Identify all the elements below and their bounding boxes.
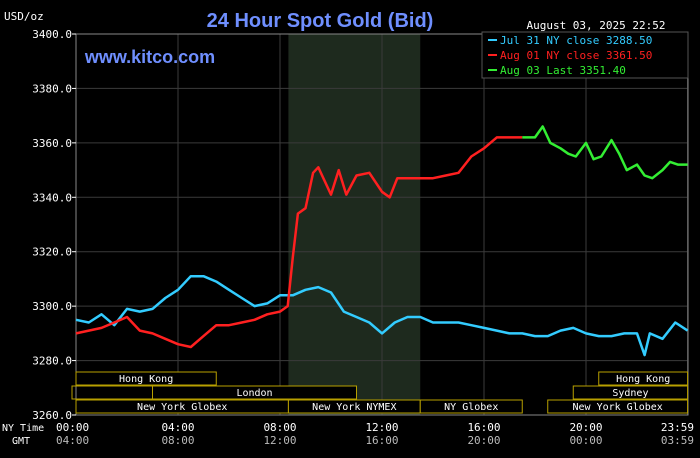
series-line: [522, 125, 688, 180]
plot-frame: [75, 33, 689, 416]
session-label: NY Globex: [444, 402, 498, 413]
session-box-frame: [547, 399, 689, 414]
session-box: Sydney: [572, 385, 689, 400]
session-label: New York NYMEX: [312, 402, 396, 413]
session-box: NY Globex: [419, 399, 523, 414]
session-box-frame: [75, 371, 217, 386]
series-line: [75, 274, 689, 357]
legend-entry: Jul 31 NY close 3288.50: [500, 34, 652, 47]
session-box: New York Globex: [75, 399, 289, 414]
legend: Jul 31 NY close 3288.50 Aug 01 NY close 3…: [481, 31, 689, 79]
session-label: London: [236, 388, 272, 399]
session-label: Hong Kong: [616, 374, 670, 385]
x-tick-label-ny: 16:00: [467, 421, 500, 434]
kitco-watermark: www.kitco.com: [84, 47, 215, 67]
x-tick-label-gmt: 12:00: [263, 434, 296, 447]
axis-footer-background: [0, 416, 700, 458]
session-box: New York Globex: [547, 399, 689, 414]
x-tick-label-gmt: 20:00: [467, 434, 500, 447]
x-tick-label-ny: 20:00: [569, 421, 602, 434]
x-tick-label-gmt: 00:00: [569, 434, 602, 447]
session-label: New York Globex: [137, 402, 227, 413]
session-label: Hong Kong: [119, 374, 173, 385]
y-tick-label: 3320.0: [32, 246, 72, 259]
legend-frame: [481, 31, 689, 79]
x-tick-label-gmt: 04:00: [56, 434, 89, 447]
x-tick-label-ny: 04:00: [161, 421, 194, 434]
gmt-label: GMT: [12, 436, 30, 447]
x-tick-label-gmt: 08:00: [161, 434, 194, 447]
series-line: [75, 136, 523, 349]
chart-title: 24 Hour Spot Gold (Bid): [207, 10, 434, 32]
session-box-frame: [419, 399, 523, 414]
y-tick-label: 3260.0: [32, 409, 72, 422]
session-box: Hong Kong: [598, 371, 689, 386]
legend-entry: Aug 03 Last 3351.40: [500, 64, 626, 77]
y-tick-label: 3300.0: [32, 300, 72, 313]
y-tick-label: 3280.0: [32, 355, 72, 368]
timestamp: August 03, 2025 22:52: [526, 19, 665, 32]
x-axis: 00:0004:0004:0008:0008:0012:0012:0016:00…: [56, 421, 694, 447]
x-tick-label-ny: 12:00: [365, 421, 398, 434]
y-unit-label: USD/oz: [4, 10, 44, 23]
y-tick-label: 3400.0: [32, 28, 72, 41]
legend-entry: Aug 01 NY close 3361.50: [500, 49, 652, 62]
session-label: New York Globex: [573, 402, 663, 413]
ny-time-label: NY Time: [2, 423, 44, 434]
session-box-frame: [71, 385, 153, 400]
y-tick-label: 3380.0: [32, 82, 72, 95]
session-box-frame: [598, 371, 689, 386]
x-tick-label-ny: 23:59: [661, 421, 694, 434]
session-box-frame: [572, 385, 689, 400]
y-axis: 3400.0 3380.0 3360.0 3340.0 3320.0 3300.0 3280…: [32, 28, 76, 422]
session-box: New York NYMEX: [287, 399, 421, 414]
x-tick-label-gmt: 16:00: [365, 434, 398, 447]
x-tick-label-ny: 00:00: [56, 421, 89, 434]
x-tick-label-ny: 08:00: [263, 421, 296, 434]
x-tick-label-gmt: 03:59: [661, 434, 694, 447]
y-tick-label: 3360.0: [32, 137, 72, 150]
session-label: Sydney: [612, 388, 648, 399]
nymex-session-shading: [288, 34, 421, 415]
session-box: Hong Kong: [75, 371, 217, 386]
y-tick-label: 3340.0: [32, 191, 72, 204]
session-box: London: [152, 385, 357, 400]
